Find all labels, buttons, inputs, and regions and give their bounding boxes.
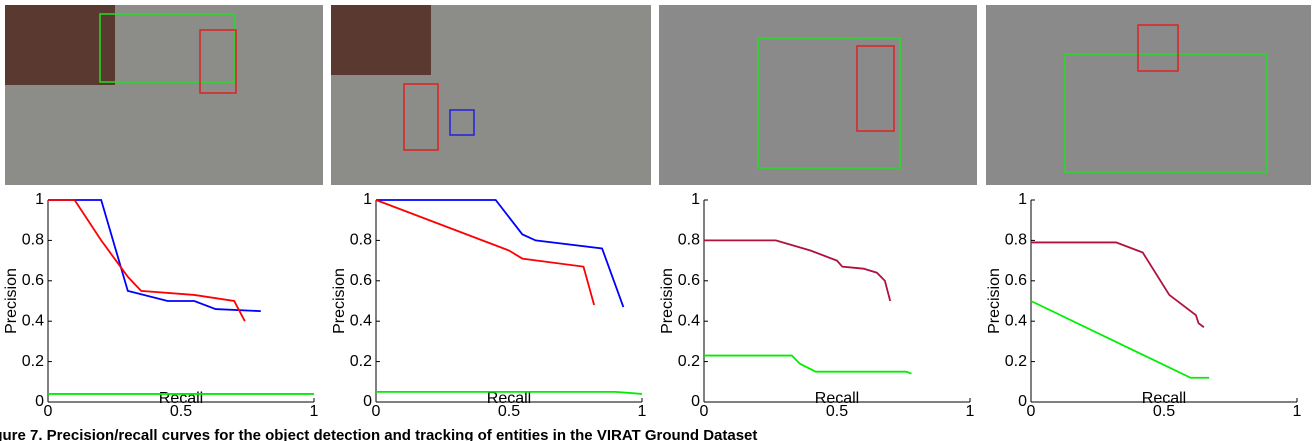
y-tick-label: 1 <box>1018 191 1027 208</box>
photo <box>659 5 977 185</box>
y-tick-label: 0.8 <box>1005 232 1027 249</box>
photo-wall <box>5 5 115 85</box>
pr-curve <box>704 240 890 301</box>
x-tick-label: 1 <box>1293 403 1302 420</box>
x-tick-label: 0 <box>700 403 709 420</box>
y-axis-label: Precision <box>3 268 20 334</box>
y-tick-label: 0.4 <box>350 312 372 329</box>
pr-curve <box>376 200 594 305</box>
y-tick-label: 0.8 <box>22 232 44 249</box>
pr-curve <box>48 200 261 311</box>
x-axis-label: Recall <box>1142 390 1186 407</box>
figure: Figure 7. Precision/recall curves for th… <box>0 0 1316 441</box>
y-axis-label: Precision <box>331 268 348 334</box>
pr-curve <box>48 200 245 321</box>
y-tick-label: 0.8 <box>350 232 372 249</box>
y-tick-label: 0.4 <box>1005 312 1027 329</box>
y-axis-label: Precision <box>659 268 676 334</box>
pr-curve <box>704 356 911 374</box>
x-tick-label: 0 <box>1027 403 1036 420</box>
y-tick-label: 0.2 <box>22 353 44 370</box>
y-tick-label: 0.2 <box>350 353 372 370</box>
y-axis-label: Precision <box>986 268 1003 334</box>
photo-wall <box>331 5 431 75</box>
x-tick-label: 1 <box>966 403 975 420</box>
y-tick-label: 0.2 <box>678 353 700 370</box>
caption: Figure 7. Precision/recall curves for th… <box>0 427 757 441</box>
x-axis-label: Recall <box>159 390 203 407</box>
pr-curve <box>1031 301 1209 378</box>
y-tick-label: 1 <box>691 191 700 208</box>
y-tick-label: 0.4 <box>22 312 44 329</box>
x-tick-label: 0 <box>44 403 53 420</box>
pr-curve <box>376 200 623 307</box>
photos <box>5 5 1311 185</box>
y-tick-label: 0.2 <box>1005 353 1027 370</box>
y-tick-label: 0.6 <box>1005 272 1027 289</box>
x-tick-label: 1 <box>638 403 647 420</box>
y-tick-label: 1 <box>35 191 44 208</box>
y-tick-label: 0.6 <box>350 272 372 289</box>
y-tick-label: 0.6 <box>678 272 700 289</box>
y-tick-label: 1 <box>363 191 372 208</box>
y-tick-label: 0.4 <box>678 312 700 329</box>
x-tick-label: 1 <box>310 403 319 420</box>
photo <box>986 5 1311 185</box>
y-tick-label: 0.6 <box>22 272 44 289</box>
y-tick-label: 0.8 <box>678 232 700 249</box>
x-axis-label: Recall <box>815 390 859 407</box>
pr-curve <box>1031 242 1204 327</box>
x-tick-label: 0 <box>372 403 381 420</box>
